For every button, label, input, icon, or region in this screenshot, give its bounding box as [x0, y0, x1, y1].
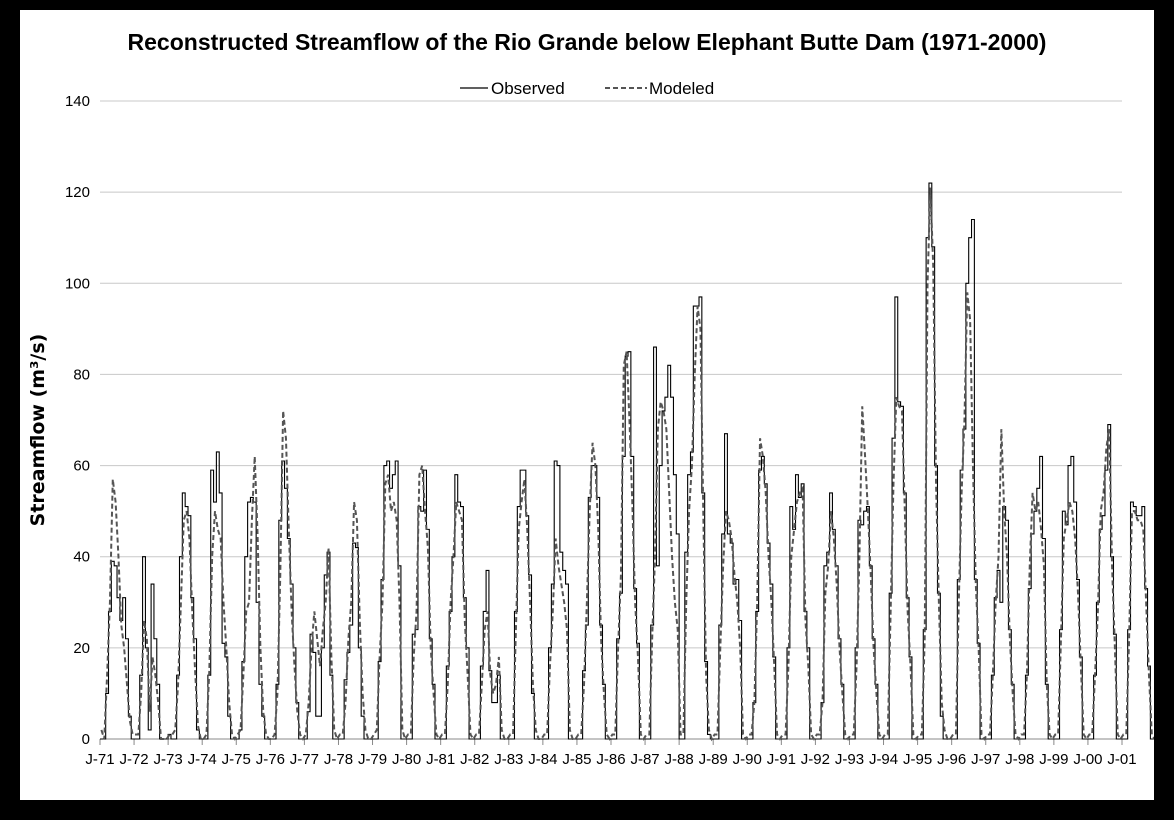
- gridlines: [100, 100, 1122, 649]
- y-tick-label-20: 20: [73, 640, 90, 657]
- y-tick-label-60: 60: [73, 458, 90, 475]
- y-tick-label-80: 80: [73, 366, 90, 383]
- y-axis-label: Streamflow (m³/s): [27, 334, 49, 527]
- x-tick-label-J-80: J-80: [392, 751, 421, 768]
- y-tick-label-0: 0: [82, 731, 90, 748]
- x-tick-label-J-91: J-91: [767, 751, 796, 768]
- y-tick-label-140: 140: [65, 93, 90, 110]
- x-tick-label-J-86: J-86: [596, 751, 625, 768]
- series-line-modeled: [100, 187, 1154, 742]
- x-tick-label-J-74: J-74: [188, 751, 217, 768]
- x-tick-label-J-79: J-79: [358, 751, 387, 768]
- y-tick-label-40: 40: [73, 549, 90, 566]
- x-tick-label-J-01: J-01: [1107, 751, 1136, 768]
- chart-title: Reconstructed Streamflow of the Rio Gran…: [128, 29, 1047, 55]
- x-tick-label-J-88: J-88: [665, 751, 694, 768]
- x-tick-label-J-00: J-00: [1073, 751, 1102, 768]
- x-tick-label-J-82: J-82: [460, 751, 489, 768]
- x-tick-label-J-73: J-73: [154, 751, 183, 768]
- x-axis: J-71 J-72 J-73 J-74 J-75 J-76 J-77 J-78 J-79 J-80…: [85, 738, 1137, 768]
- x-tick-label-J-95: J-95: [903, 751, 932, 768]
- x-tick-label-J-94: J-94: [869, 751, 898, 768]
- x-tick-label-J-90: J-90: [733, 751, 762, 768]
- x-tick-label-J-98: J-98: [1005, 751, 1034, 768]
- x-tick-label-J-92: J-92: [801, 751, 830, 768]
- legend: Observed Modeled: [460, 79, 714, 98]
- x-tick-label-J-71: J-71: [85, 751, 114, 768]
- x-tick-label-J-99: J-99: [1039, 751, 1068, 768]
- x-tick-label-J-77: J-77: [290, 751, 319, 768]
- x-tick-label-J-78: J-78: [324, 751, 353, 768]
- x-tick-label-J-87: J-87: [630, 751, 659, 768]
- y-axis-ticks: 0 20 40 60 80 100 120 140: [65, 93, 90, 748]
- series-layer: [100, 182, 1154, 742]
- x-tick-label-J-84: J-84: [528, 751, 557, 768]
- x-tick-label-J-97: J-97: [971, 751, 1000, 768]
- y-tick-label-120: 120: [65, 184, 90, 201]
- legend-label-observed: Observed: [491, 79, 565, 98]
- x-tick-label-J-83: J-83: [494, 751, 523, 768]
- legend-label-modeled: Modeled: [649, 79, 714, 98]
- chart-frame: Reconstructed Streamflow of the Rio Gran…: [20, 10, 1154, 800]
- x-tick-label-J-93: J-93: [835, 751, 864, 768]
- x-tick-label-J-85: J-85: [562, 751, 591, 768]
- x-tick-label-J-81: J-81: [426, 751, 455, 768]
- x-tick-label-J-96: J-96: [937, 751, 966, 768]
- chart: Reconstructed Streamflow of the Rio Gran…: [27, 29, 1154, 768]
- x-tick-label-J-89: J-89: [699, 751, 728, 768]
- x-tick-label-J-75: J-75: [222, 751, 251, 768]
- x-tick-label-J-72: J-72: [119, 751, 148, 768]
- x-tick-label-J-76: J-76: [256, 751, 285, 768]
- y-tick-label-100: 100: [65, 275, 90, 292]
- series-line-observed: [100, 182, 1154, 740]
